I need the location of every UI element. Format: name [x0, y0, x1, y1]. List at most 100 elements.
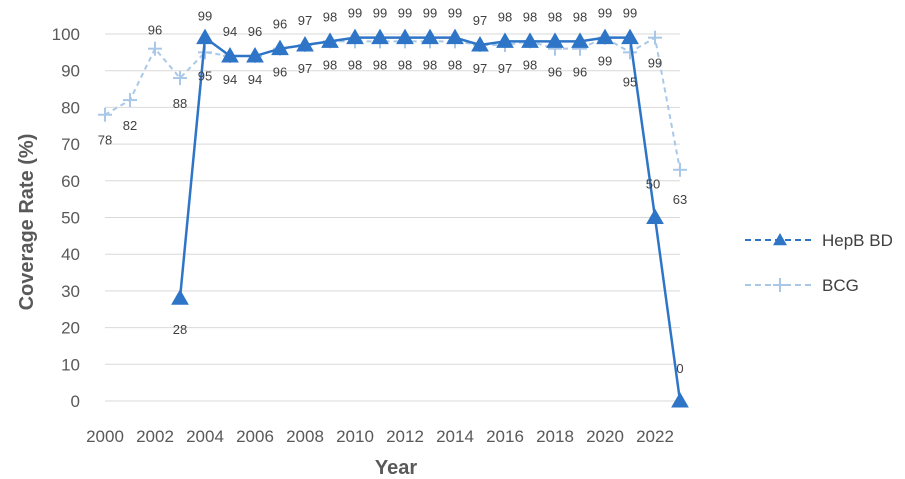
data-label-hepb-bd: 28 — [173, 322, 187, 337]
data-label-hepb-bd: 97 — [473, 13, 487, 28]
data-label-hepb-bd: 99 — [423, 6, 437, 21]
data-point-bcg — [173, 71, 187, 86]
data-point-hepb-bd — [646, 208, 664, 224]
data-point-hepb-bd — [271, 39, 289, 56]
data-label-hepb-bd: 99 — [373, 6, 387, 21]
y-tick-label: 70 — [61, 135, 80, 154]
data-label-hepb-bd: 98 — [498, 9, 512, 24]
gridlines — [105, 33, 680, 402]
data-label-bcg: 99 — [598, 54, 612, 69]
series-hepb-bd — [171, 28, 689, 408]
data-label-bcg: 94 — [223, 72, 237, 87]
data-label-bcg: 98 — [448, 57, 462, 72]
legend: HepB BD BCG — [745, 231, 893, 295]
data-point-hepb-bd — [421, 28, 439, 45]
data-point-hepb-bd — [671, 391, 689, 408]
data-label-bcg: 95 — [623, 74, 637, 89]
data-label-bcg: 98 — [398, 57, 412, 72]
x-tick-label: 2014 — [436, 427, 474, 446]
y-tick-label: 60 — [61, 172, 80, 191]
data-point-hepb-bd — [221, 47, 239, 63]
data-label-hepb-bd: 98 — [323, 9, 337, 24]
data-label-bcg: 98 — [323, 57, 337, 72]
x-tick-label: 2012 — [386, 427, 424, 446]
data-point-hepb-bd — [571, 32, 589, 48]
series-line-bcg — [104, 36, 681, 170]
data-label-hepb-bd: 98 — [548, 9, 562, 24]
y-tick-label: 10 — [61, 355, 80, 374]
y-tick-label: 50 — [61, 209, 80, 228]
x-tick-label: 2010 — [336, 427, 374, 446]
data-label-bcg: 63 — [673, 192, 687, 207]
x-axis-title: Year — [375, 457, 417, 479]
data-point-bcg — [98, 107, 112, 122]
data-labels-hepb-bd: 28 99 94 96 96 97 98 99 99 99 99 99 97 98 98 98 98 99 99 50… — [173, 6, 684, 376]
data-point-hepb-bd — [521, 32, 539, 48]
data-label-bcg: 88 — [173, 96, 187, 111]
x-tick-label: 2004 — [186, 427, 224, 446]
x-tick-label: 2008 — [286, 427, 324, 446]
data-point-bcg — [673, 162, 687, 177]
y-tick-label: 40 — [61, 245, 80, 264]
x-axis-ticks: 2000 2002 2004 2006 2008 2010 2012 2014 2016 2018… — [86, 427, 674, 446]
data-label-bcg: 97 — [298, 61, 312, 76]
data-point-hepb-bd — [396, 28, 414, 45]
x-tick-label: 2022 — [636, 427, 674, 446]
data-label-bcg: 78 — [98, 133, 112, 148]
data-labels-bcg: 78 82 96 88 95 94 94 96 97 98 98 98 98 98 98 97 97 98 96 96… — [98, 23, 687, 207]
legend-marker-hepb-bd — [773, 233, 787, 246]
data-label-hepb-bd: 99 — [623, 6, 637, 21]
data-point-hepb-bd — [596, 28, 614, 45]
data-point-hepb-bd — [246, 47, 264, 63]
data-point-bcg — [623, 45, 637, 60]
data-point-bcg — [648, 30, 662, 45]
data-label-bcg: 97 — [498, 61, 512, 76]
data-point-hepb-bd — [171, 289, 189, 305]
data-point-bcg — [148, 41, 162, 56]
data-point-hepb-bd — [621, 28, 639, 45]
x-tick-label: 2006 — [236, 427, 274, 446]
data-label-bcg: 97 — [473, 61, 487, 76]
data-label-bcg: 99 — [648, 56, 662, 71]
data-label-hepb-bd: 94 — [223, 24, 237, 39]
data-label-bcg: 82 — [123, 118, 137, 133]
data-label-bcg: 96 — [148, 23, 162, 38]
x-tick-label: 2020 — [586, 427, 624, 446]
data-label-bcg: 96 — [573, 65, 587, 80]
data-label-hepb-bd: 97 — [298, 13, 312, 28]
data-label-bcg: 96 — [548, 65, 562, 80]
y-axis-ticks: 0 10 20 30 40 50 60 70 80 90 100 — [52, 25, 80, 411]
data-label-hepb-bd: 99 — [348, 6, 362, 21]
y-tick-label: 0 — [71, 392, 80, 411]
x-tick-label: 2002 — [136, 427, 174, 446]
x-tick-label: 2016 — [486, 427, 524, 446]
y-tick-label: 30 — [61, 282, 80, 301]
data-label-bcg: 95 — [198, 68, 212, 83]
y-tick-label: 90 — [61, 62, 80, 81]
data-point-hepb-bd — [321, 32, 339, 48]
y-tick-label: 20 — [61, 319, 80, 338]
data-label-hepb-bd: 99 — [598, 6, 612, 21]
y-tick-label: 80 — [61, 98, 80, 117]
legend-label-hepb-bd: HepB BD — [822, 231, 893, 250]
data-point-hepb-bd — [546, 32, 564, 48]
legend-label-bcg: BCG — [822, 276, 859, 295]
data-point-hepb-bd — [196, 28, 214, 45]
data-label-bcg: 96 — [273, 65, 287, 80]
data-point-hepb-bd — [371, 28, 389, 45]
x-tick-label: 2000 — [86, 427, 124, 446]
y-axis-title: Coverage Rate (%) — [16, 134, 38, 311]
legend-marker-bcg — [773, 278, 787, 292]
data-label-hepb-bd: 50 — [646, 177, 660, 192]
data-label-hepb-bd: 0 — [676, 361, 683, 376]
x-tick-label: 2018 — [536, 427, 574, 446]
data-point-hepb-bd — [496, 32, 514, 48]
data-label-hepb-bd: 96 — [248, 24, 262, 39]
legend-item-bcg: BCG — [745, 276, 859, 295]
data-label-hepb-bd: 99 — [448, 6, 462, 21]
data-label-bcg: 98 — [523, 57, 537, 72]
data-label-hepb-bd: 96 — [273, 17, 287, 32]
data-label-bcg: 94 — [248, 72, 262, 87]
data-point-hepb-bd — [446, 28, 464, 45]
